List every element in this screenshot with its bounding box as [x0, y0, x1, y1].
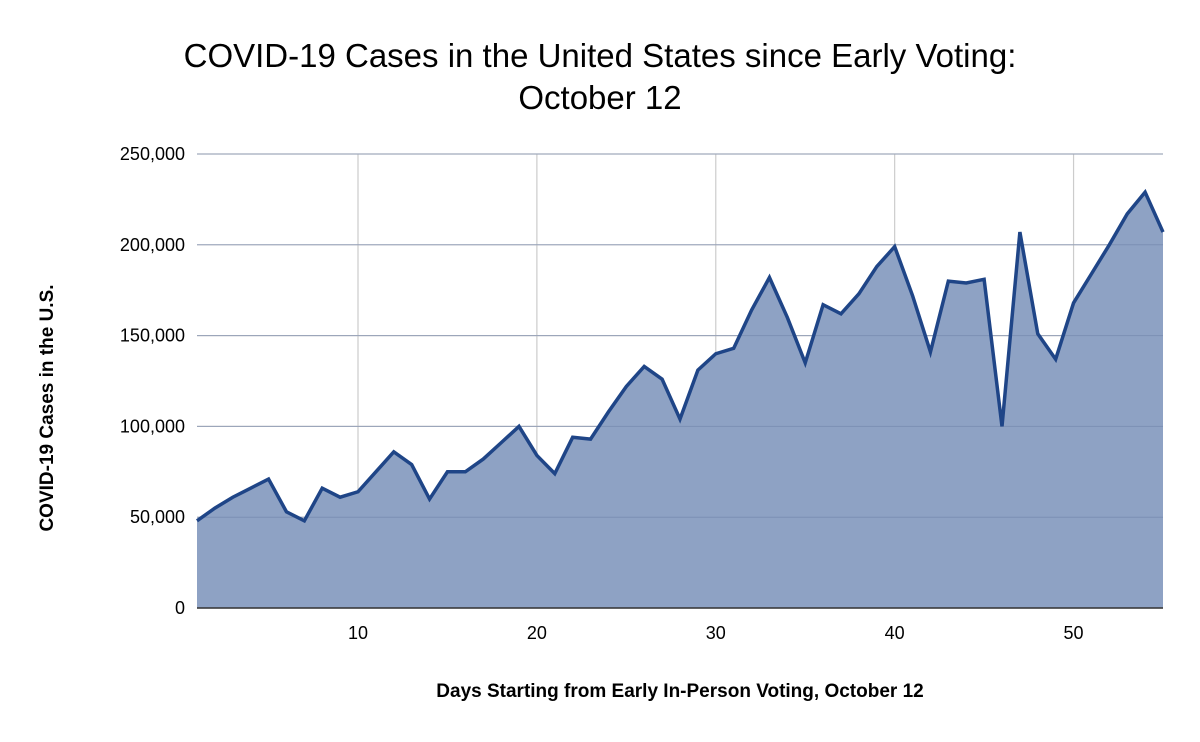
series-line [195, 188, 1165, 524]
x-tick-label: 20 [527, 623, 547, 643]
data-point [1018, 231, 1021, 234]
chart-title-line-1: COVID-19 Cases in the United States sinc… [183, 37, 1017, 74]
data-point [303, 519, 306, 522]
x-tick-label: 10 [348, 623, 368, 643]
data-point [249, 487, 252, 490]
y-tick-label: 100,000 [120, 416, 185, 436]
data-point [589, 438, 592, 441]
data-point [357, 490, 360, 493]
data-point [446, 470, 449, 473]
data-point [482, 458, 485, 461]
data-point [428, 498, 431, 501]
x-tick-label: 40 [885, 623, 905, 643]
data-point [661, 378, 664, 381]
data-point [1162, 231, 1165, 234]
data-point [696, 369, 699, 372]
y-tick-label: 250,000 [120, 144, 185, 164]
data-point [571, 436, 574, 439]
data-point [875, 265, 878, 268]
data-point [625, 385, 628, 388]
data-point [553, 472, 556, 475]
chart-title-line-2: October 12 [518, 79, 682, 116]
data-point [804, 361, 807, 364]
data-point [893, 245, 896, 248]
data-point [231, 496, 234, 499]
data-point [1036, 332, 1039, 335]
area-fill [197, 192, 1163, 609]
data-point [1126, 212, 1129, 215]
data-point [410, 463, 413, 466]
y-tick-label: 150,000 [120, 326, 185, 346]
data-point [643, 365, 646, 368]
data-point [714, 352, 717, 355]
data-point [339, 496, 342, 499]
data-point [768, 276, 771, 279]
data-point [392, 450, 395, 453]
data-point [947, 280, 950, 283]
data-point [1090, 272, 1093, 275]
data-point [1072, 301, 1075, 304]
data-point [732, 347, 735, 350]
data-point [607, 410, 610, 413]
data-point [321, 487, 324, 490]
data-point [518, 425, 521, 428]
data-point [911, 294, 914, 297]
y-tick-label: 50,000 [130, 507, 185, 527]
data-point [857, 292, 860, 295]
data-point [213, 507, 216, 510]
data-point [464, 470, 467, 473]
data-point [679, 418, 682, 421]
data-point [1001, 425, 1004, 428]
y-tick-label: 200,000 [120, 235, 185, 255]
data-point [822, 303, 825, 306]
data-point [786, 316, 789, 319]
data-point [500, 441, 503, 444]
data-point [374, 470, 377, 473]
data-point [267, 478, 270, 481]
data-point [750, 309, 753, 312]
data-point [1054, 358, 1057, 361]
data-point [196, 519, 199, 522]
data-point [1108, 243, 1111, 246]
x-axis-label: Days Starting from Early In-Person Votin… [436, 681, 924, 702]
y-tick-label: 0 [175, 598, 185, 618]
data-point [535, 454, 538, 457]
data-point [983, 278, 986, 281]
data-point [929, 350, 932, 353]
data-point [840, 312, 843, 315]
data-point [965, 281, 968, 284]
data-point [1144, 191, 1147, 194]
x-tick-label: 30 [706, 623, 726, 643]
x-tick-label: 50 [1064, 623, 1084, 643]
data-point [285, 510, 288, 513]
